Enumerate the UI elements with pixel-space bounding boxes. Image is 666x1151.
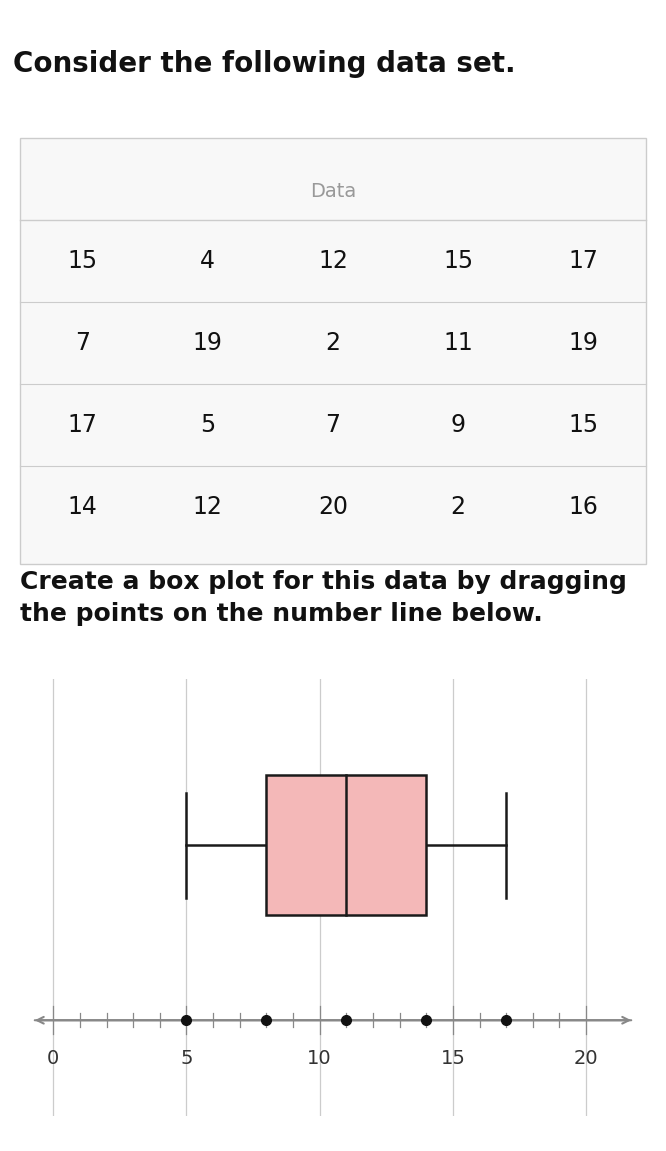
Text: 14: 14 <box>68 495 97 519</box>
Text: 20: 20 <box>318 495 348 519</box>
Text: Data: Data <box>310 182 356 201</box>
Text: 17: 17 <box>68 413 97 436</box>
Text: 15: 15 <box>568 413 599 436</box>
FancyBboxPatch shape <box>20 138 646 564</box>
Text: 5: 5 <box>180 1049 192 1068</box>
Text: 5: 5 <box>200 413 215 436</box>
Text: 4: 4 <box>200 249 215 273</box>
Text: 16: 16 <box>569 495 598 519</box>
Text: 7: 7 <box>326 413 340 436</box>
Text: 7: 7 <box>75 330 90 355</box>
Text: 12: 12 <box>318 249 348 273</box>
Text: 19: 19 <box>193 330 222 355</box>
Bar <box>266 776 426 915</box>
Text: 9: 9 <box>451 413 466 436</box>
Text: Consider the following data set.: Consider the following data set. <box>13 51 516 78</box>
Text: 15: 15 <box>443 249 474 273</box>
Text: 10: 10 <box>308 1049 332 1068</box>
Text: 15: 15 <box>440 1049 466 1068</box>
Text: Create a box plot for this data by dragging
the points on the number line below.: Create a box plot for this data by dragg… <box>20 571 627 626</box>
Text: 20: 20 <box>574 1049 598 1068</box>
Text: 2: 2 <box>326 330 340 355</box>
Text: 11: 11 <box>444 330 473 355</box>
Text: 2: 2 <box>451 495 466 519</box>
Text: 0: 0 <box>47 1049 59 1068</box>
Text: 12: 12 <box>193 495 222 519</box>
Text: 17: 17 <box>569 249 598 273</box>
Text: 19: 19 <box>569 330 598 355</box>
Text: 15: 15 <box>67 249 98 273</box>
